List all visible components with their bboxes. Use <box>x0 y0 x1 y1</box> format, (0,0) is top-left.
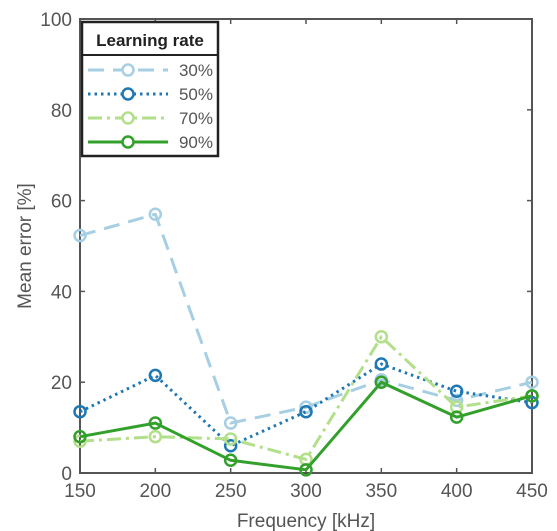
data-point <box>449 384 464 399</box>
x-tick-label: 400 <box>441 481 473 502</box>
legend-title: Learning rate <box>96 31 204 50</box>
data-point <box>73 404 87 419</box>
data-point <box>299 404 313 419</box>
data-point <box>73 228 87 243</box>
legend-swatch-marker <box>121 135 135 149</box>
data-point <box>223 439 238 453</box>
y-tick-label: 0 <box>61 464 72 485</box>
data-point <box>148 429 163 444</box>
data-point <box>223 416 238 430</box>
legend-label: 50% <box>179 85 213 104</box>
data-point <box>525 389 539 403</box>
y-tick-label: 80 <box>51 101 72 122</box>
data-point <box>374 330 389 344</box>
y-tick-label: 40 <box>51 282 72 303</box>
x-tick-label: 150 <box>64 481 96 502</box>
data-point <box>148 416 163 430</box>
legend-item: 70% <box>88 109 213 128</box>
data-point <box>223 453 238 468</box>
legend-swatch-marker <box>121 63 135 77</box>
legend-label: 90% <box>179 133 213 152</box>
legend-swatch-marker <box>121 111 135 125</box>
legend-item: 30% <box>88 61 213 80</box>
y-tick-label: 20 <box>51 373 72 394</box>
legend-item: 50% <box>88 85 213 104</box>
data-point <box>148 207 163 221</box>
legend-box <box>80 20 220 158</box>
x-tick-label: 300 <box>290 481 322 502</box>
series-1 <box>73 357 539 453</box>
x-tick-label: 350 <box>365 481 397 502</box>
data-point <box>73 429 87 444</box>
data-point <box>223 432 238 446</box>
data-point <box>449 410 464 424</box>
series-line <box>79 335 533 461</box>
legend-swatch-marker <box>121 87 135 101</box>
series-3 <box>73 375 539 477</box>
x-axis-label: Frequency [kHz] <box>237 511 375 531</box>
y-axis-label: Mean error [%] <box>15 183 36 309</box>
x-axis: 150 200 250 300 350 400 450 <box>64 19 548 502</box>
legend: Learning rate 30% 50% 70% 90% <box>80 20 220 158</box>
x-tick-label: 450 <box>516 481 548 502</box>
data-point <box>374 357 389 371</box>
series-line <box>79 380 533 472</box>
series-layer <box>73 207 539 477</box>
legend-label: 70% <box>179 109 213 128</box>
y-tick-label: 60 <box>51 192 72 213</box>
data-point <box>525 375 539 389</box>
data-point <box>299 463 313 477</box>
legend-label: 30% <box>179 61 213 80</box>
data-point <box>374 375 389 389</box>
data-point <box>148 368 163 383</box>
y-tick-label: 100 <box>40 10 72 31</box>
x-tick-label: 200 <box>139 481 171 502</box>
y-axis: 0 20 40 60 80 100 <box>40 10 532 485</box>
x-tick-label: 250 <box>215 481 247 502</box>
legend-item: 90% <box>88 133 213 152</box>
